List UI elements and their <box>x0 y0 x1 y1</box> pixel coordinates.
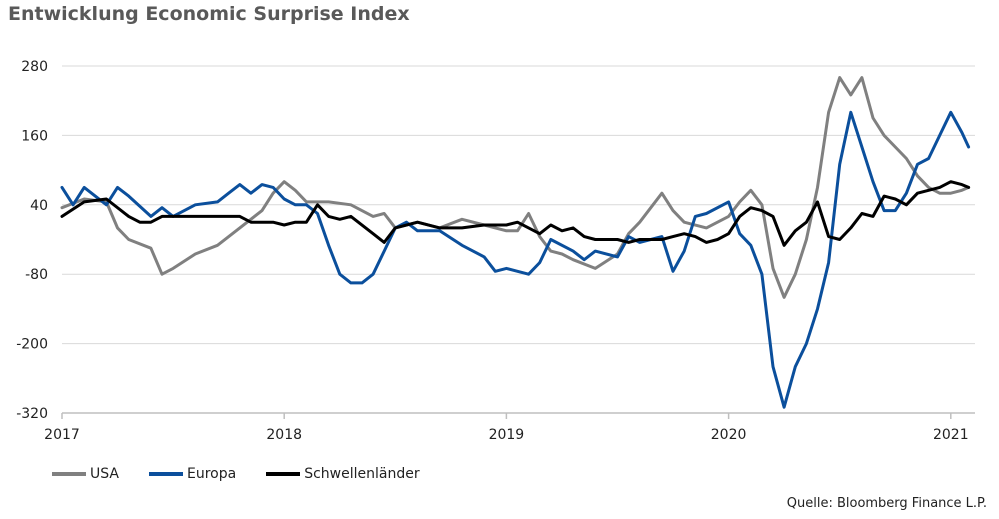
x-axis: 2017 2018 2019 2020 2021 <box>44 412 975 443</box>
legend-item-usa: USA <box>52 466 119 482</box>
y-tick-label-2: 40 <box>30 198 48 214</box>
legend-swatch <box>148 472 183 476</box>
x-tick-label-1: 2018 <box>266 427 302 443</box>
legend-swatch <box>266 472 301 476</box>
series-line-schwellenl-nder <box>60 180 971 247</box>
y-tick-label-5: -320 <box>16 406 48 422</box>
chart-title: Entwicklung Economic Surprise Index <box>8 3 410 25</box>
x-tick-label-3: 2020 <box>711 427 747 443</box>
y-axis-tick-labels: 280 160 40 -80 -200 -320 <box>16 59 48 422</box>
x-tick-label-2: 2019 <box>489 427 525 443</box>
series-line-europa <box>60 110 971 409</box>
legend: USA Europa Schwellenländer <box>52 466 450 482</box>
legend-item-europa: Europa <box>148 466 237 482</box>
x-tick-label-0: 2017 <box>44 427 80 443</box>
y-tick-label-0: 280 <box>21 59 48 75</box>
gridlines <box>62 65 975 345</box>
legend-swatch <box>52 472 86 476</box>
legend-label: Schwellenländer <box>304 466 420 482</box>
x-tick-label-4: 2021 <box>933 427 969 443</box>
legend-label: USA <box>90 466 119 482</box>
y-tick-label-3: -80 <box>25 267 48 283</box>
source-note: Quelle: Bloomberg Finance L.P. <box>786 496 987 511</box>
y-tick-label-1: 160 <box>21 128 48 144</box>
series-lines <box>60 76 971 409</box>
series-line-usa <box>60 76 971 299</box>
legend-item-schwellenl-nder: Schwellenländer <box>266 466 420 482</box>
y-tick-label-4: -200 <box>16 337 48 353</box>
legend-label: Europa <box>186 466 237 482</box>
